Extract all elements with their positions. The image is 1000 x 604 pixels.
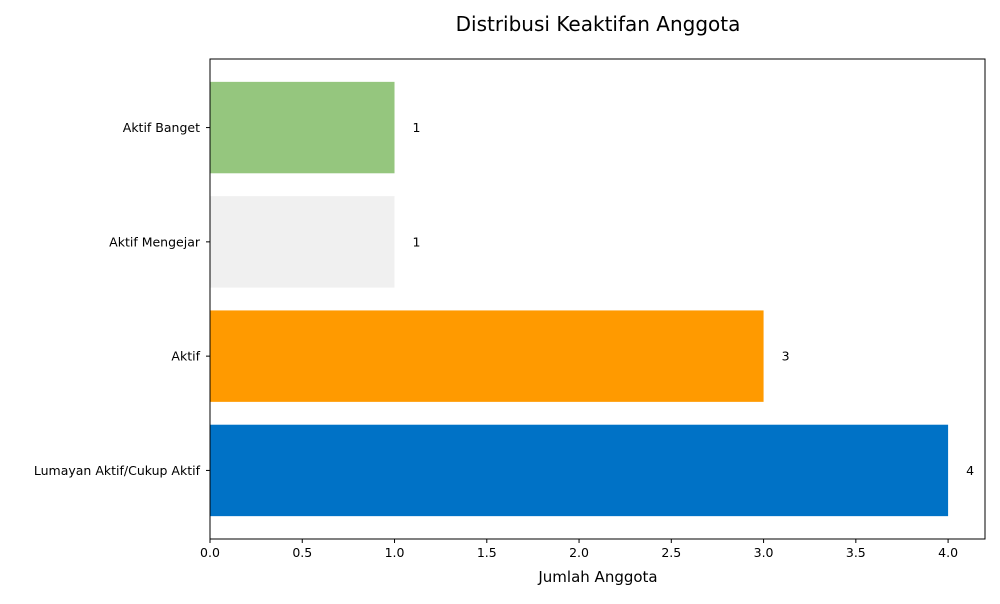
x-tick-label-6: 3.0 xyxy=(754,545,774,560)
x-tick-label-8: 4.0 xyxy=(938,545,958,560)
x-tick-label-4: 2.0 xyxy=(569,545,589,560)
bar-0 xyxy=(210,424,949,517)
data-label-1: 3 xyxy=(782,349,790,364)
bar-1 xyxy=(210,310,764,402)
labels-layer: 4 3 1 1 xyxy=(413,120,975,478)
y-tick-label-2: Aktif Mengejar xyxy=(109,234,201,249)
data-label-2: 1 xyxy=(413,234,421,249)
bar-3 xyxy=(210,81,395,174)
x-tick-label-1: 0.5 xyxy=(292,545,312,560)
y-axis: Lumayan Aktif/Cukup Aktif Aktif Aktif Meng… xyxy=(34,120,210,478)
x-axis: 0.0 0.5 1.0 1.5 2.0 2.5 3.0 3.5 4.0 xyxy=(200,539,958,560)
x-tick-label-3: 1.5 xyxy=(477,545,497,560)
y-tick-label-1: Aktif xyxy=(171,349,200,364)
y-tick-label-0: Lumayan Aktif/Cukup Aktif xyxy=(34,463,201,478)
plot-frame xyxy=(209,58,986,540)
x-tick-label-7: 3.5 xyxy=(846,545,866,560)
y-tick-label-3: Aktif Banget xyxy=(123,120,200,135)
x-axis-label: Jumlah Anggota xyxy=(537,568,657,586)
bar-2 xyxy=(210,196,395,288)
chart-title: Distribusi Keaktifan Anggota xyxy=(456,12,741,36)
data-label-3: 1 xyxy=(413,120,421,135)
x-tick-label-0: 0.0 xyxy=(200,545,220,560)
x-tick-label-5: 2.5 xyxy=(661,545,681,560)
data-label-0: 4 xyxy=(966,463,974,478)
bars-layer xyxy=(210,81,949,517)
x-tick-label-2: 1.0 xyxy=(385,545,405,560)
